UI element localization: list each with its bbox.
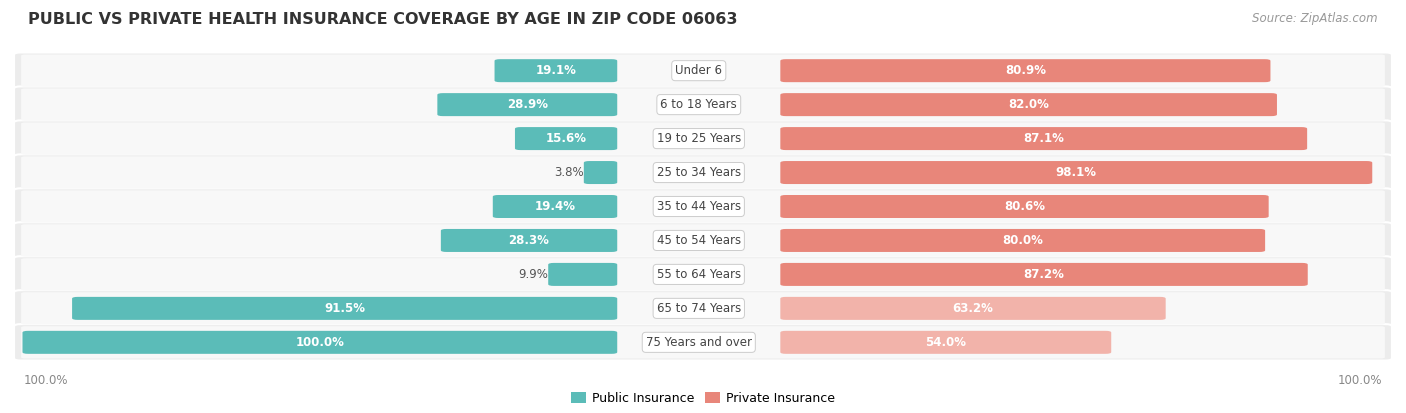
FancyBboxPatch shape [515, 127, 617, 150]
Text: Under 6: Under 6 [675, 64, 723, 77]
FancyBboxPatch shape [583, 161, 617, 184]
FancyBboxPatch shape [780, 297, 1166, 320]
FancyBboxPatch shape [14, 290, 1392, 327]
FancyBboxPatch shape [780, 195, 1268, 218]
FancyBboxPatch shape [548, 263, 617, 286]
Text: 82.0%: 82.0% [1008, 98, 1049, 111]
FancyBboxPatch shape [780, 93, 1277, 116]
FancyBboxPatch shape [437, 93, 617, 116]
FancyBboxPatch shape [780, 127, 1308, 150]
FancyBboxPatch shape [14, 188, 1392, 225]
Text: 98.1%: 98.1% [1056, 166, 1097, 179]
FancyBboxPatch shape [21, 55, 1385, 87]
FancyBboxPatch shape [780, 59, 1271, 82]
Text: 75 Years and over: 75 Years and over [645, 336, 752, 349]
Text: 63.2%: 63.2% [953, 302, 994, 315]
Text: 9.9%: 9.9% [519, 268, 548, 281]
FancyBboxPatch shape [14, 52, 1392, 89]
Text: 25 to 34 Years: 25 to 34 Years [657, 166, 741, 179]
FancyBboxPatch shape [780, 229, 1265, 252]
Text: 100.0%: 100.0% [1337, 374, 1382, 387]
Legend: Public Insurance, Private Insurance: Public Insurance, Private Insurance [571, 392, 835, 405]
FancyBboxPatch shape [780, 263, 1308, 286]
FancyBboxPatch shape [492, 195, 617, 218]
FancyBboxPatch shape [780, 161, 1372, 184]
Text: 28.3%: 28.3% [509, 234, 550, 247]
FancyBboxPatch shape [14, 154, 1392, 191]
FancyBboxPatch shape [21, 190, 1385, 223]
FancyBboxPatch shape [21, 88, 1385, 121]
Text: 80.6%: 80.6% [1004, 200, 1045, 213]
FancyBboxPatch shape [21, 122, 1385, 155]
Text: 100.0%: 100.0% [295, 336, 344, 349]
FancyBboxPatch shape [21, 326, 1385, 358]
Text: 87.2%: 87.2% [1024, 268, 1064, 281]
Text: 91.5%: 91.5% [325, 302, 366, 315]
Text: 3.8%: 3.8% [554, 166, 583, 179]
Text: 28.9%: 28.9% [506, 98, 548, 111]
FancyBboxPatch shape [14, 86, 1392, 123]
FancyBboxPatch shape [22, 331, 617, 354]
Text: 80.0%: 80.0% [1002, 234, 1043, 247]
Text: 6 to 18 Years: 6 to 18 Years [661, 98, 737, 111]
Text: 15.6%: 15.6% [546, 132, 586, 145]
Text: 87.1%: 87.1% [1024, 132, 1064, 145]
Text: 35 to 44 Years: 35 to 44 Years [657, 200, 741, 213]
FancyBboxPatch shape [495, 59, 617, 82]
Text: Source: ZipAtlas.com: Source: ZipAtlas.com [1253, 12, 1378, 25]
Text: PUBLIC VS PRIVATE HEALTH INSURANCE COVERAGE BY AGE IN ZIP CODE 06063: PUBLIC VS PRIVATE HEALTH INSURANCE COVER… [28, 12, 738, 27]
FancyBboxPatch shape [441, 229, 617, 252]
Text: 45 to 54 Years: 45 to 54 Years [657, 234, 741, 247]
Text: 55 to 64 Years: 55 to 64 Years [657, 268, 741, 281]
FancyBboxPatch shape [14, 222, 1392, 259]
FancyBboxPatch shape [14, 324, 1392, 361]
FancyBboxPatch shape [21, 224, 1385, 256]
FancyBboxPatch shape [14, 256, 1392, 293]
Text: 80.9%: 80.9% [1005, 64, 1046, 77]
FancyBboxPatch shape [780, 331, 1111, 354]
Text: 19 to 25 Years: 19 to 25 Years [657, 132, 741, 145]
FancyBboxPatch shape [21, 292, 1385, 325]
FancyBboxPatch shape [14, 120, 1392, 157]
FancyBboxPatch shape [21, 258, 1385, 291]
Text: 19.4%: 19.4% [534, 200, 575, 213]
Text: 54.0%: 54.0% [925, 336, 966, 349]
Text: 100.0%: 100.0% [24, 374, 69, 387]
FancyBboxPatch shape [21, 157, 1385, 189]
Text: 19.1%: 19.1% [536, 64, 576, 77]
Text: 65 to 74 Years: 65 to 74 Years [657, 302, 741, 315]
FancyBboxPatch shape [72, 297, 617, 320]
